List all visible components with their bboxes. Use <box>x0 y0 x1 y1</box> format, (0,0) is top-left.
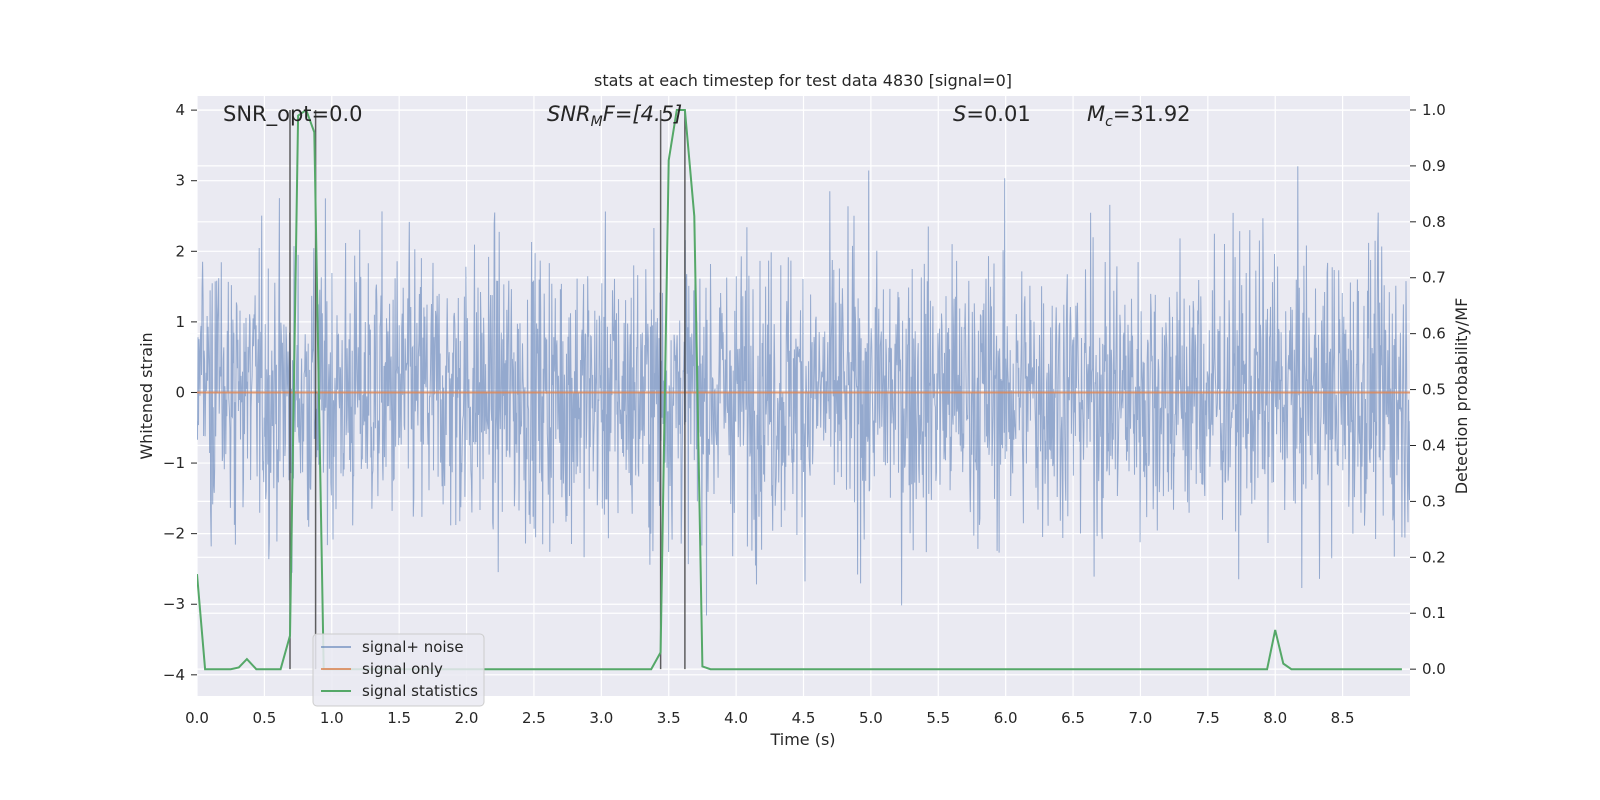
y-axis-left-label: Whitened strain <box>137 332 156 459</box>
x-tick-label: 1.0 <box>320 709 344 727</box>
y-right-tick-label: 0.4 <box>1422 436 1446 454</box>
x-tick-label: 5.5 <box>926 709 950 727</box>
legend-label-signal-statistics: signal statistics <box>362 682 478 700</box>
y-right-tick-label: 0.6 <box>1422 325 1446 343</box>
x-tick-label: 8.5 <box>1331 709 1355 727</box>
legend-label-signal-only: signal only <box>362 660 443 678</box>
y-axis-left-ticks: 4 3 2 1 0 −1 −2 −3 −4 <box>163 101 197 684</box>
x-tick-label: 4.5 <box>792 709 816 727</box>
x-tick-label: 5.0 <box>859 709 883 727</box>
y-axis-right-ticks: 1.0 0.9 0.8 0.7 0.6 0.5 0.4 0.3 0.2 0.1 0.0 <box>1410 101 1446 678</box>
x-tick-label: 2.0 <box>455 709 479 727</box>
y-left-tick-label: 0 <box>175 383 185 401</box>
y-right-tick-label: 0.1 <box>1422 604 1446 622</box>
y-left-tick-label: −1 <box>163 454 185 472</box>
y-right-tick-label: 0.3 <box>1422 492 1446 510</box>
annotation-mc: Mc=31.92 <box>1087 102 1191 130</box>
annotation-snr-opt: SNR_opt=0.0 <box>223 102 363 127</box>
x-tick-label: 2.5 <box>522 709 546 727</box>
y-right-tick-label: 0.9 <box>1422 157 1446 175</box>
y-axis-right-label: Detection probability/MF <box>1452 298 1471 495</box>
x-tick-label: 6.0 <box>994 709 1018 727</box>
y-right-tick-label: 0.7 <box>1422 269 1446 287</box>
y-left-tick-label: −4 <box>163 666 185 684</box>
legend-label-signal-noise: signal+ noise <box>362 638 464 656</box>
x-tick-label: 8.0 <box>1263 709 1287 727</box>
y-left-tick-label: 4 <box>175 101 185 119</box>
x-tick-label: 4.0 <box>724 709 748 727</box>
x-axis-label: Time (s) <box>769 730 835 749</box>
x-tick-label: 6.5 <box>1061 709 1085 727</box>
y-right-tick-label: 0.8 <box>1422 213 1446 231</box>
y-right-tick-label: 0.2 <box>1422 548 1446 566</box>
x-tick-label: 1.5 <box>387 709 411 727</box>
y-left-tick-label: 3 <box>175 172 185 190</box>
annotation-s: S=0.01 <box>953 102 1031 126</box>
vertical-markers <box>289 109 686 670</box>
y-right-tick-label: 0.5 <box>1422 381 1446 399</box>
x-tick-label: 0.0 <box>185 709 209 727</box>
legend-box <box>312 633 485 707</box>
series-signal-noise <box>197 166 1410 616</box>
x-tick-label: 0.5 <box>252 709 276 727</box>
y-left-tick-label: 1 <box>175 313 185 331</box>
y-right-tick-label: 0.0 <box>1422 660 1446 678</box>
y-left-tick-label: −3 <box>163 595 185 613</box>
x-tick-label: 3.0 <box>589 709 613 727</box>
x-tick-label: 3.5 <box>657 709 681 727</box>
y-right-tick-label: 1.0 <box>1422 101 1446 119</box>
y-left-tick-label: 2 <box>175 242 185 260</box>
chart-title: stats at each timestep for test data 483… <box>594 71 1012 90</box>
x-tick-label: 7.5 <box>1196 709 1220 727</box>
y-left-tick-label: −2 <box>163 525 185 543</box>
legend: signal+ noise signal only signal statist… <box>312 633 485 707</box>
x-axis-ticks: 0.0 0.5 1.0 1.5 2.0 2.5 3.0 3.5 4.0 4.5 5.0 5.5 6.0 6… <box>185 709 1354 727</box>
annotation-snr-mf: SNRMF=[4.5] <box>547 102 682 130</box>
noise-trace <box>197 166 1410 616</box>
x-tick-label: 7.0 <box>1129 709 1153 727</box>
